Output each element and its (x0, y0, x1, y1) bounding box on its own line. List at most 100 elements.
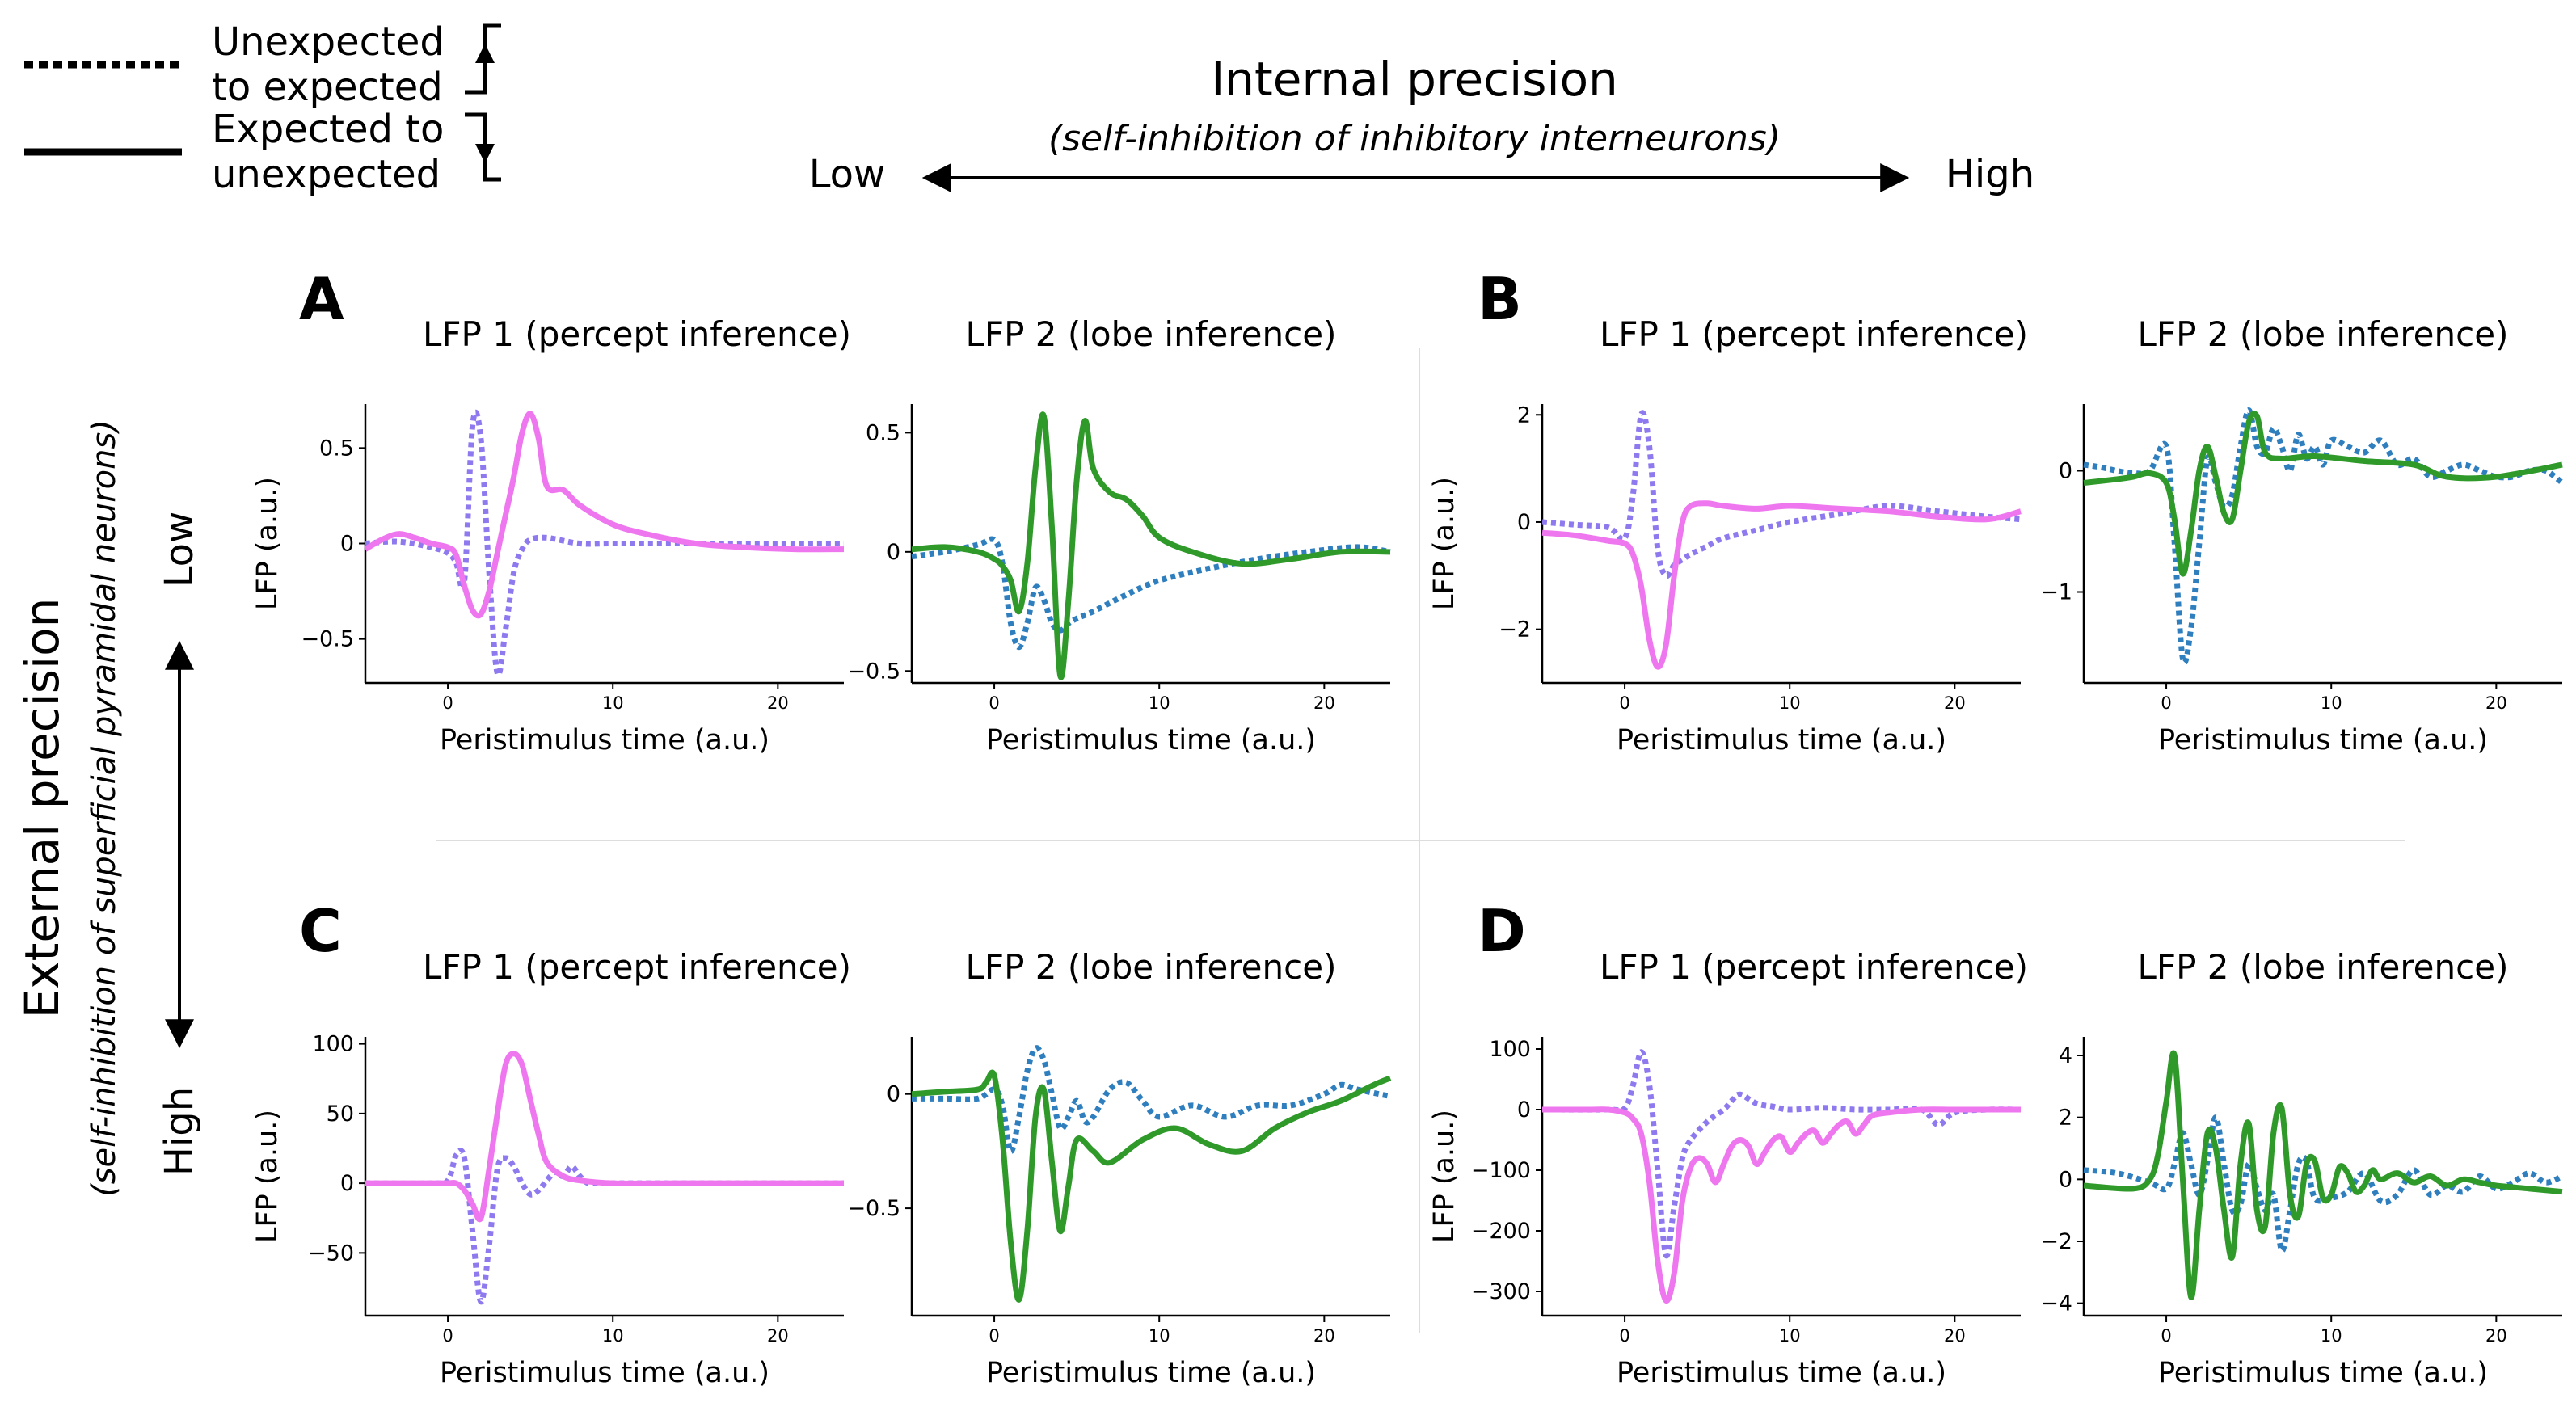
chart-a-lfp1-series-expected-to-unexpected (364, 411, 845, 619)
panel-letter-c: C (299, 897, 342, 965)
chart-b-lfp1-y-label: LFP (a.u.) (1428, 477, 1461, 610)
chart-a-lfp2-x-tick-label: 0 (989, 693, 999, 713)
chart-b-lfp1-x-tick-label: 10 (1779, 693, 1801, 713)
external-precision-subtitle: (self-inhibition of superficial pyramida… (86, 419, 123, 1197)
chart-d-lfp2-x-tick-label: 0 (2161, 1326, 2171, 1346)
chart-d-lfp1-y-tick-label: −100 (1471, 1158, 1531, 1183)
chart-b-lfp2-x-tick-label: 10 (2321, 693, 2342, 713)
legend-down-arrow-icon (475, 144, 495, 163)
chart-c-lfp1-y-tick-label: 0 (340, 1171, 354, 1196)
legend-solid-label-2: unexpected (212, 152, 441, 197)
chart-a-lfp1-y-tick-label: 0.5 (319, 436, 354, 461)
chart-b-lfp1-title: LFP 1 (percept inference) (1600, 314, 2028, 354)
chart-a-lfp2-y-tick-label: −0.5 (847, 659, 900, 684)
chart-c-lfp2-series-unexpected-to-expected (912, 1045, 1391, 1154)
chart-a-lfp1-y-tick-label: −0.5 (301, 627, 354, 652)
chart-d-lfp1-y-tick-label: −200 (1471, 1219, 1531, 1244)
chart-a-lfp2-x-label: Peristimulus time (a.u.) (986, 724, 1316, 756)
chart-a-lfp2: LFP 2 (lobe inference) 0 10 20 0.5 0 −0.5 Peris… (847, 314, 1391, 756)
chart-c-lfp1-title: LFP 1 (percept inference) (423, 947, 851, 987)
legend-solid-label-1: Expected to (212, 107, 444, 152)
chart-c-lfp2-x-tick-label: 20 (1313, 1326, 1335, 1346)
chart-c-lfp2-series-expected-to-unexpected (911, 1069, 1392, 1303)
chart-a-lfp2-x-tick-label: 10 (1149, 693, 1170, 713)
external-precision-low-label: Low (157, 512, 202, 588)
internal-precision-header: Internal precision (self-inhibition of i… (809, 52, 2034, 197)
chart-c-lfp1-x-tick-label: 0 (442, 1326, 453, 1346)
chart-c-lfp1-y-tick-label: −50 (308, 1241, 354, 1266)
chart-c-lfp1-y-label: LFP (a.u.) (251, 1110, 284, 1243)
chart-b-lfp1-x-tick-label: 0 (1619, 693, 1629, 713)
legend-dotted-label-1: Unexpected (212, 19, 445, 65)
chart-c-lfp1: LFP 1 (percept inference) 0 10 20 100 50 0 −50 P… (251, 947, 851, 1389)
chart-a-lfp2-x-tick-label: 20 (1313, 693, 1335, 713)
internal-precision-low-label: Low (809, 152, 886, 197)
chart-d-lfp2-y-tick-label: 2 (2059, 1106, 2072, 1131)
panel-letter-d: D (1478, 897, 1526, 965)
chart-b-lfp1: LFP 1 (percept inference)0 10 2020−2Perist… (1428, 314, 2028, 756)
legend: Unexpected to expected Expected to unexp… (24, 19, 501, 197)
chart-d-lfp1-title: LFP 1 (percept inference) (1600, 947, 2028, 987)
chart-d-lfp1-y-tick-label: 100 (1489, 1037, 1531, 1062)
chart-a-lfp1-x-tick-label: 0 (442, 693, 453, 713)
internal-precision-subtitle: (self-inhibition of inhibitory interneur… (1048, 118, 1781, 159)
chart-d-lfp1-x-label: Peristimulus time (a.u.) (1617, 1357, 1946, 1389)
legend-up-arrow-icon (475, 44, 495, 63)
chart-d-lfp2-y-tick-label: 4 (2059, 1043, 2072, 1068)
chart-d-lfp1-x-tick-label: 10 (1779, 1326, 1801, 1346)
chart-c-lfp2-x-tick-label: 10 (1149, 1326, 1170, 1346)
chart-b-lfp2-series-unexpected-to-expected (2083, 407, 2565, 666)
chart-c-lfp1-series-expected-to-unexpected (365, 1051, 844, 1223)
external-precision-high-label: High (157, 1087, 202, 1176)
chart-d-lfp2-y-tick-label: −2 (2040, 1229, 2072, 1254)
chart-c-lfp2-title: LFP 2 (lobe inference) (966, 947, 1337, 987)
chart-b-lfp2-title: LFP 2 (lobe inference) (2138, 314, 2509, 354)
chart-d-lfp2: LFP 2 (lobe inference)0 10 20420−2−4Perist… (2040, 947, 2564, 1389)
panel-letter-a: A (299, 265, 344, 333)
chart-b-lfp1-x-tick-label: 20 (1944, 693, 1966, 713)
chart-c-lfp2-x-label: Peristimulus time (a.u.) (986, 1357, 1316, 1389)
chart-c-lfp2-x-tick-label: 0 (989, 1326, 999, 1346)
chart-d-lfp1-y-tick-label: −300 (1471, 1279, 1531, 1304)
chart-b-lfp2-x-tick-label: 0 (2161, 693, 2171, 713)
chart-d-lfp2-x-tick-label: 20 (2485, 1326, 2507, 1346)
chart-c-lfp2: LFP 2 (lobe inference) 0 10 20 0 −0.5 Peristim… (847, 947, 1392, 1389)
chart-d-lfp1-y-tick-label: 0 (1517, 1097, 1531, 1123)
chart-d-lfp1-series-unexpected-to-expected (1541, 1049, 2022, 1259)
chart-d-lfp1-y-label: LFP (a.u.) (1428, 1110, 1461, 1243)
chart-d-lfp2-y-tick-label: −4 (2040, 1291, 2072, 1316)
chart-b-lfp1-series-unexpected-to-expected (1541, 410, 2022, 579)
chart-c-lfp1-x-tick-label: 10 (602, 1326, 624, 1346)
chart-d-lfp2-x-tick-label: 10 (2321, 1326, 2342, 1346)
chart-a-lfp1-y-tick-label: 0 (340, 532, 354, 557)
chart-a-lfp2-y-tick-label: 0 (887, 540, 900, 565)
chart-c-lfp1-y-tick-label: 50 (327, 1102, 354, 1127)
chart-a-lfp1-x-tick-label: 10 (602, 693, 624, 713)
chart-b-lfp1-y-tick-label: 0 (1517, 510, 1531, 535)
chart-d-lfp2-x-label: Peristimulus time (a.u.) (2158, 1357, 2488, 1389)
chart-d-lfp2-series-unexpected-to-expected (2083, 1114, 2564, 1254)
chart-b-lfp2-y-tick-label: −1 (2040, 580, 2072, 605)
chart-a-lfp2-series-expected-to-unexpected (911, 411, 1391, 680)
legend-dotted-label-2: to expected (212, 65, 443, 110)
chart-d-lfp1-x-tick-label: 20 (1944, 1326, 1966, 1346)
chart-d-lfp2-y-tick-label: 0 (2059, 1167, 2072, 1192)
chart-c-lfp1-x-tick-label: 20 (767, 1326, 789, 1346)
internal-precision-high-label: High (1946, 152, 2034, 197)
chart-b-lfp1-x-label: Peristimulus time (a.u.) (1617, 724, 1946, 756)
chart-b-lfp2-series-expected-to-unexpected (2083, 411, 2563, 577)
chart-a-lfp1-x-label: Peristimulus time (a.u.) (440, 724, 769, 756)
chart-d-lfp2-series-expected-to-unexpected (2083, 1050, 2563, 1300)
chart-a-lfp1-x-tick-label: 20 (767, 693, 789, 713)
chart-a-lfp2-title: LFP 2 (lobe inference) (966, 314, 1337, 354)
chart-b-lfp2-x-tick-label: 20 (2485, 693, 2507, 713)
chart-a-lfp2-y-tick-label: 0.5 (866, 420, 900, 445)
chart-d-lfp1-series-expected-to-unexpected (1542, 1106, 2021, 1304)
internal-precision-title: Internal precision (1211, 52, 1618, 107)
external-precision-header: External precision (self-inhibition of s… (15, 419, 202, 1197)
chart-c-lfp1-series-unexpected-to-expected (365, 1148, 844, 1305)
chart-d-lfp1-x-tick-label: 0 (1619, 1326, 1629, 1346)
chart-c-lfp1-x-label: Peristimulus time (a.u.) (440, 1357, 769, 1389)
chart-b-lfp1-y-tick-label: 2 (1517, 402, 1531, 428)
